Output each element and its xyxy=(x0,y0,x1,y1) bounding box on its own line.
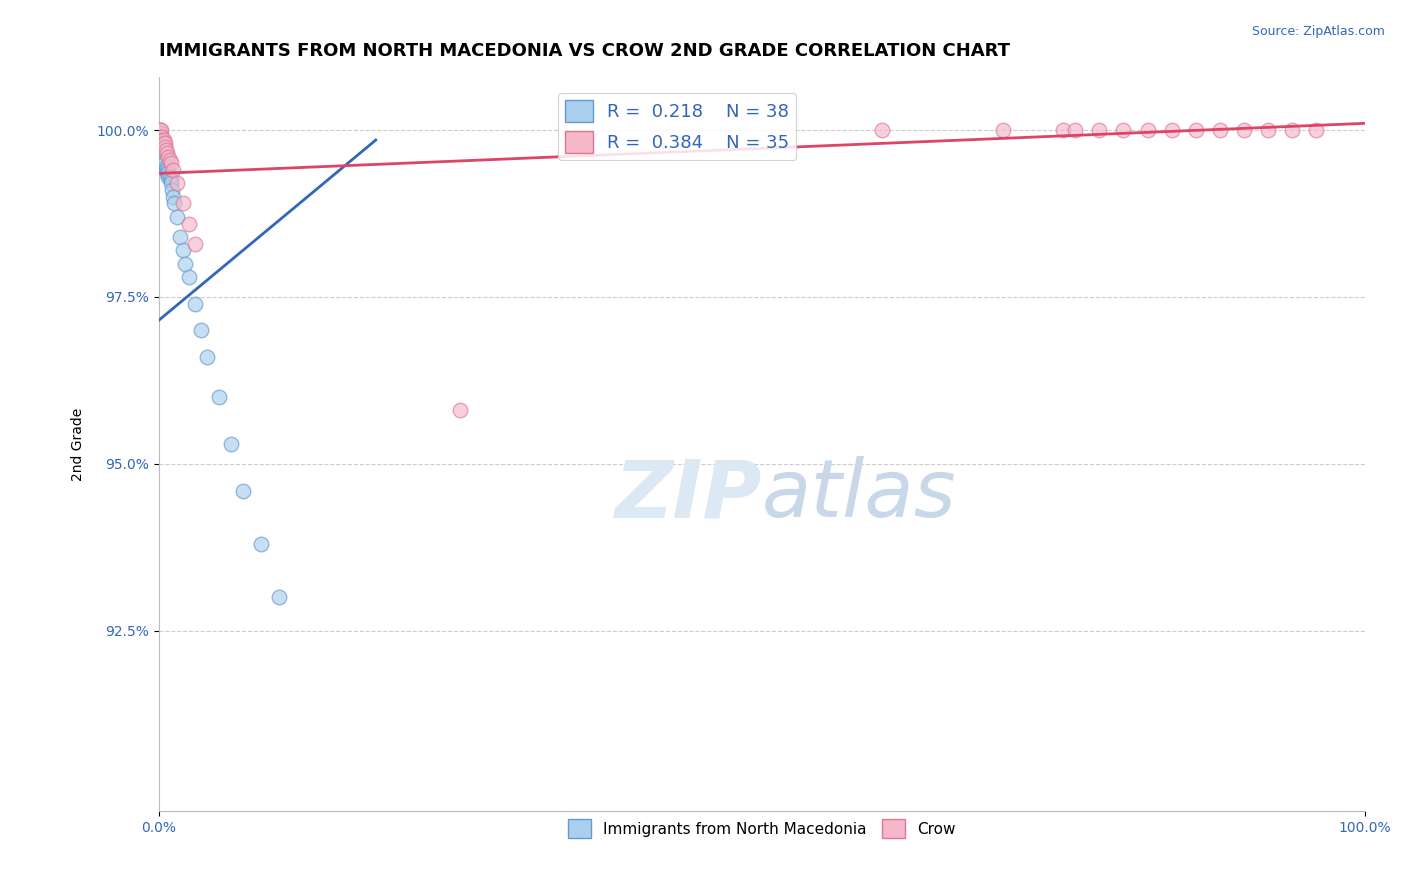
Point xyxy=(150,129,173,144)
Point xyxy=(155,160,177,174)
Point xyxy=(153,156,176,170)
Point xyxy=(1052,123,1074,137)
Point xyxy=(1088,123,1111,137)
Point xyxy=(195,350,218,364)
Point xyxy=(149,127,172,141)
Point xyxy=(150,133,173,147)
Point xyxy=(149,123,172,137)
Point xyxy=(1305,123,1327,137)
Point xyxy=(1281,123,1303,137)
Point xyxy=(177,269,200,284)
Point xyxy=(150,136,173,151)
Point xyxy=(1112,123,1135,137)
Point xyxy=(184,236,207,251)
Point xyxy=(159,156,181,170)
Point xyxy=(166,177,188,191)
Point xyxy=(159,173,181,187)
Point xyxy=(163,196,186,211)
Point xyxy=(1233,123,1256,137)
Point xyxy=(172,196,194,211)
Text: IMMIGRANTS FROM NORTH MACEDONIA VS CROW 2ND GRADE CORRELATION CHART: IMMIGRANTS FROM NORTH MACEDONIA VS CROW … xyxy=(159,42,1010,60)
Point xyxy=(1136,123,1159,137)
Point xyxy=(184,296,207,310)
Point xyxy=(1209,123,1232,137)
Point xyxy=(157,150,180,164)
Point xyxy=(162,163,184,178)
Point xyxy=(150,143,173,157)
Point xyxy=(150,139,173,153)
Point xyxy=(190,323,212,337)
Point xyxy=(159,169,181,184)
Text: ZIP: ZIP xyxy=(614,457,762,534)
Point xyxy=(156,166,179,180)
Point xyxy=(269,591,291,605)
Point xyxy=(152,136,174,151)
Point xyxy=(174,256,197,270)
Point xyxy=(208,390,231,404)
Point xyxy=(991,123,1014,137)
Point xyxy=(1185,123,1208,137)
Point xyxy=(155,163,177,178)
Point xyxy=(219,437,242,451)
Text: Source: ZipAtlas.com: Source: ZipAtlas.com xyxy=(1251,25,1385,38)
Point xyxy=(177,217,200,231)
Point xyxy=(149,123,172,137)
Point xyxy=(872,123,894,137)
Point xyxy=(157,166,180,180)
Point xyxy=(153,136,176,151)
Point xyxy=(157,169,180,184)
Point xyxy=(1160,123,1182,137)
Point xyxy=(153,153,176,167)
Y-axis label: 2nd Grade: 2nd Grade xyxy=(72,408,86,481)
Point xyxy=(250,537,273,551)
Point xyxy=(149,127,172,141)
Point xyxy=(162,190,184,204)
Text: atlas: atlas xyxy=(762,457,956,534)
Point xyxy=(1257,123,1279,137)
Point xyxy=(150,139,173,153)
Point xyxy=(159,153,181,167)
Point xyxy=(153,146,176,161)
Point xyxy=(166,210,188,224)
Legend: Immigrants from North Macedonia, Crow: Immigrants from North Macedonia, Crow xyxy=(562,814,962,844)
Point xyxy=(152,133,174,147)
Point xyxy=(232,483,254,498)
Point xyxy=(150,133,173,147)
Point xyxy=(159,177,181,191)
Point xyxy=(150,123,173,137)
Point xyxy=(153,139,176,153)
Point xyxy=(152,146,174,161)
Point xyxy=(172,244,194,258)
Point xyxy=(160,183,183,197)
Point xyxy=(449,403,471,417)
Point xyxy=(152,150,174,164)
Point xyxy=(156,163,179,178)
Point xyxy=(150,129,173,144)
Point xyxy=(155,143,177,157)
Point xyxy=(169,230,191,244)
Point xyxy=(149,129,172,144)
Point xyxy=(156,146,179,161)
Point xyxy=(1064,123,1087,137)
